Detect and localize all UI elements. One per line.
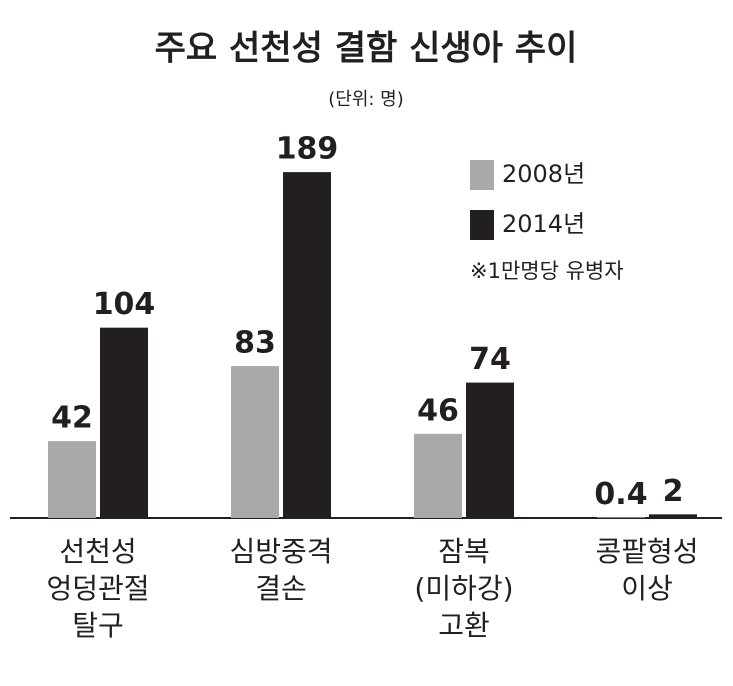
x-tick-label: 선천성: [59, 535, 136, 568]
legend-swatch: [470, 210, 494, 240]
bar: [597, 517, 645, 518]
value-label: 0.4: [594, 477, 647, 512]
value-label: 189: [276, 132, 339, 167]
x-tick-label: 잠복: [438, 535, 490, 568]
value-label: 74: [469, 342, 511, 377]
bar: [48, 441, 96, 518]
x-tick-label: 이상: [621, 572, 673, 605]
value-label: 2: [663, 474, 684, 509]
legend-label: 2014년: [502, 210, 585, 238]
value-label: 83: [234, 326, 276, 361]
bar: [466, 382, 514, 518]
x-tick-label: 엉덩관절: [46, 572, 149, 605]
x-tick-label: 탈구: [72, 609, 124, 642]
bar: [283, 172, 331, 518]
value-label: 42: [51, 401, 93, 436]
bar: [231, 366, 279, 518]
bar: [649, 514, 697, 518]
x-tick-label: (미하강): [414, 572, 513, 605]
x-tick-label: 콩팥형성: [595, 535, 698, 568]
legend-swatch: [470, 160, 494, 190]
bar: [100, 327, 148, 518]
x-tick-label: 결손: [255, 572, 307, 605]
chart-title: 주요 선천성 결함 신생아 추이: [155, 29, 578, 69]
chart-subtitle: (단위: 명): [328, 89, 404, 110]
value-label: 46: [417, 393, 459, 428]
note: ※1만명당 유병자: [470, 259, 624, 283]
x-tick-label: 고환: [438, 609, 490, 642]
bar: [414, 433, 462, 518]
x-tick-label: 심방중격: [229, 535, 332, 568]
legend-label: 2008년: [502, 160, 585, 188]
value-label: 104: [93, 287, 156, 322]
